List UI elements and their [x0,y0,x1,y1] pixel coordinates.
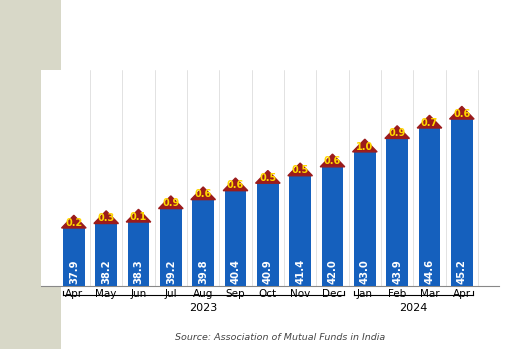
Text: 0.5: 0.5 [259,173,276,183]
Text: 43.9: 43.9 [392,259,402,284]
Bar [63,228,85,286]
Text: 39.8: 39.8 [198,259,208,284]
Polygon shape [385,126,409,139]
Polygon shape [223,178,248,191]
Text: 45.2: 45.2 [457,259,467,284]
Bar [354,152,376,286]
Text: 0.1: 0.1 [130,212,147,222]
Text: 0.9: 0.9 [388,128,406,138]
Polygon shape [353,139,377,152]
Text: 44.6: 44.6 [425,259,435,284]
Text: 40.9: 40.9 [263,259,273,284]
Polygon shape [126,209,151,222]
Polygon shape [158,196,183,209]
Text: Source: Association of Mutual Funds in India: Source: Association of Mutual Funds in I… [175,333,385,342]
Text: 1.0: 1.0 [356,142,374,151]
Polygon shape [320,154,345,167]
Bar [192,200,214,286]
Polygon shape [191,187,215,200]
Bar [451,119,473,286]
Text: 40.4: 40.4 [231,259,240,284]
Text: 0.6: 0.6 [227,180,244,190]
Bar [95,223,117,286]
Bar [386,139,408,286]
Text: 0.9: 0.9 [162,198,180,208]
Bar [418,128,440,286]
Text: 38.3: 38.3 [133,259,144,284]
Polygon shape [417,115,442,128]
Text: 0.2: 0.2 [65,218,82,228]
Polygon shape [94,211,119,223]
Text: 37.9: 37.9 [69,259,79,284]
Bar [322,167,344,286]
Text: 0.3: 0.3 [98,213,115,223]
Text: 43.0: 43.0 [360,259,370,284]
Text: 42.0: 42.0 [327,259,337,284]
Bar [127,222,150,286]
Polygon shape [449,106,474,119]
Text: 41.4: 41.4 [295,259,305,284]
Bar [160,209,182,286]
Text: 0.6: 0.6 [453,109,470,119]
Text: 2023: 2023 [189,303,217,313]
Bar [257,183,279,286]
Polygon shape [256,171,280,183]
Text: 38.2: 38.2 [101,259,111,284]
Text: 0.7: 0.7 [421,118,438,128]
Polygon shape [288,163,313,176]
Text: 0.6: 0.6 [324,156,341,166]
Text: 0.6: 0.6 [194,189,212,199]
Text: 2024: 2024 [399,303,428,313]
Polygon shape [62,215,86,228]
Text: 0.5: 0.5 [292,165,309,176]
Text: 39.2: 39.2 [166,259,176,284]
Bar [289,176,311,286]
Bar [224,191,246,286]
